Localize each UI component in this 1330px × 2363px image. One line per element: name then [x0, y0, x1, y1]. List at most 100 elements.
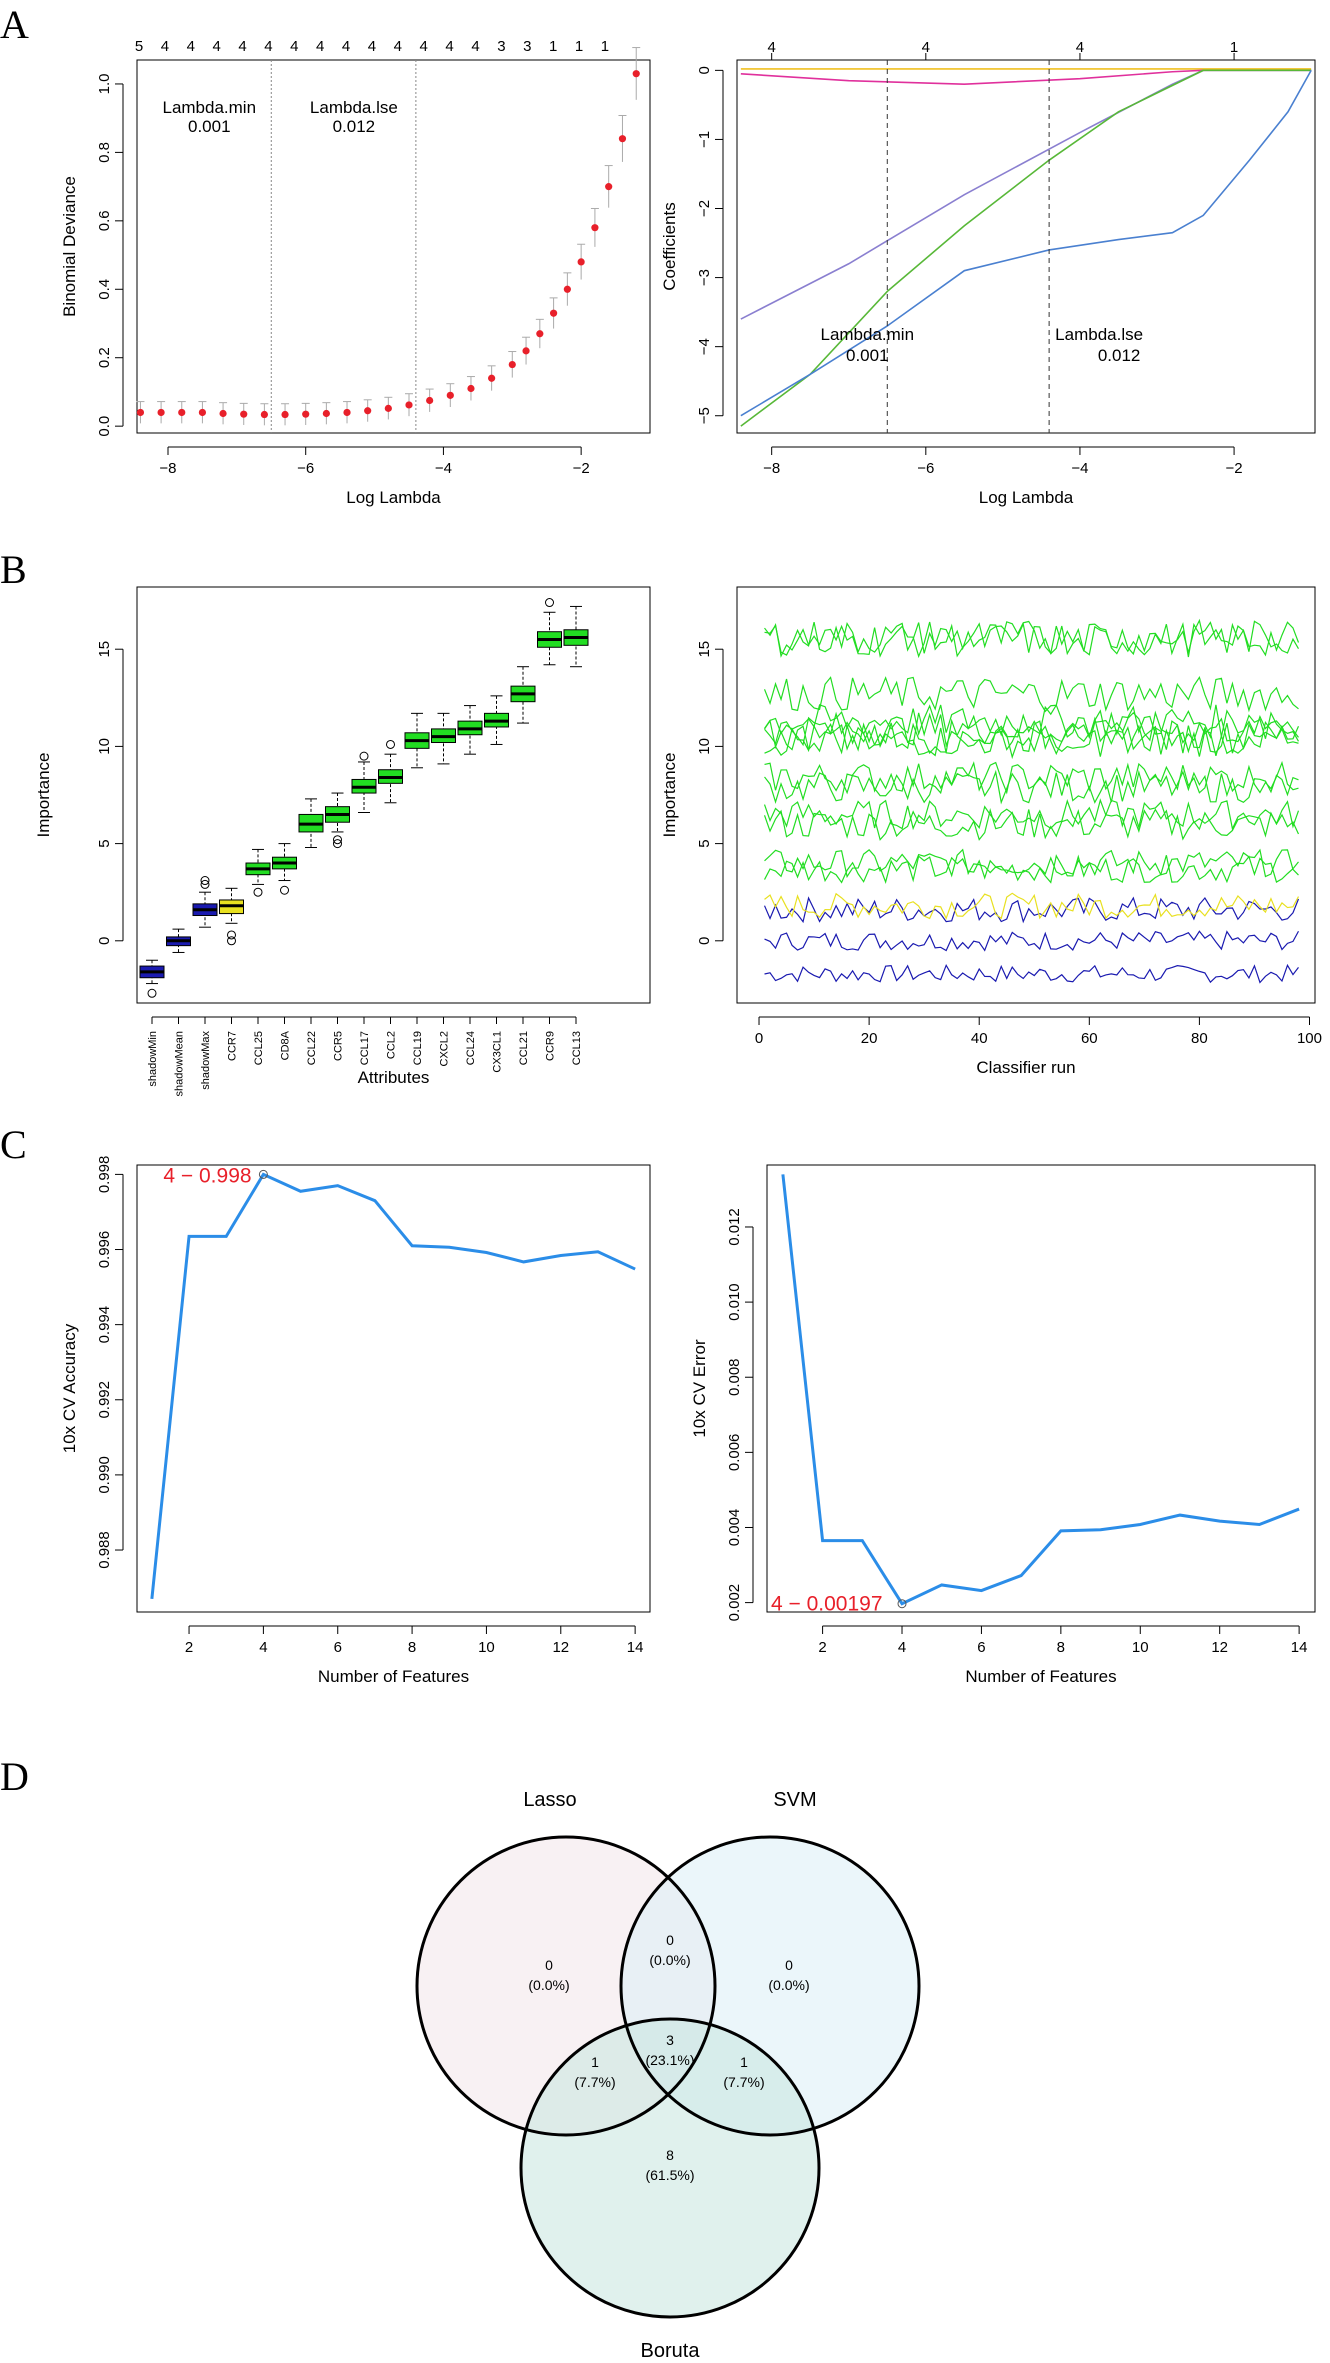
plot-frame: [136, 586, 651, 1004]
y-tick-label: −3: [696, 269, 713, 286]
attribute-label: CCR5: [333, 1031, 345, 1061]
y-tick-label: 15: [696, 641, 713, 658]
deviance-point: [563, 285, 571, 293]
importance-run-line: [763, 854, 1299, 884]
y-tick-label: 0.6: [96, 210, 113, 231]
venn-region-percent: (7.7%): [723, 2074, 764, 2090]
x-tick-label: −2: [1226, 460, 1243, 477]
deviance-point: [260, 410, 268, 419]
box-outlier: [147, 988, 157, 998]
box-outlier: [253, 887, 263, 897]
top-axis-count: 4: [368, 38, 376, 55]
panel-label-b: B: [0, 547, 27, 592]
best-point-label: 4 − 0.00197: [771, 1593, 883, 1616]
x-tick-label: 4: [898, 1639, 906, 1656]
x-axis-title: Classifier run: [976, 1058, 1075, 1077]
deviance-point: [136, 408, 145, 417]
deviance-point: [426, 396, 434, 405]
y-tick-label: 0: [96, 937, 113, 945]
y-tick-label: −1: [696, 131, 713, 148]
deviance-point: [618, 135, 627, 143]
venn-circle: [415, 1835, 717, 2137]
attribute-label: CCL19: [412, 1031, 424, 1065]
deviance-point: [549, 309, 558, 317]
box-outlier: [386, 739, 395, 749]
y-tick-label: 0.006: [726, 1434, 743, 1472]
y-tick-label: 0.012: [726, 1208, 743, 1246]
x-tick-label: 2: [185, 1639, 193, 1656]
importance-run-line: [764, 722, 1300, 760]
y-tick-label: 5: [96, 839, 113, 847]
top-axis-count: 4: [394, 38, 402, 55]
y-tick-label: 0.990: [96, 1456, 113, 1494]
top-axis-count: 1: [1230, 39, 1238, 56]
y-tick-label: 0.988: [96, 1531, 113, 1569]
boruta-importance-boxplot: 0 5 10 15 shadowMin shadowMean shadowMax CCR7 CC…: [34, 586, 651, 1096]
venn-circle: [619, 1835, 921, 2137]
deviance-point: [488, 374, 496, 382]
plot-frame: [736, 586, 1316, 1004]
deviance-point: [536, 330, 544, 338]
venn-region-percent: (7.7%): [574, 2074, 615, 2090]
y-tick-label: 0.994: [96, 1306, 113, 1344]
deviance-point: [508, 360, 516, 369]
venn-region-count: 1: [591, 2054, 599, 2070]
y-tick-label: 0: [696, 937, 713, 945]
box-outlier: [227, 936, 236, 946]
x-tick-label: 12: [552, 1639, 569, 1656]
x-axis-title: Log Lambda: [346, 488, 441, 507]
plot-frame: [766, 1164, 1316, 1613]
y-tick-label: 0.008: [726, 1358, 743, 1396]
attribute-label: CCR9: [545, 1031, 557, 1061]
deviance-point: [198, 408, 207, 417]
attribute-label: shadowMax: [200, 1031, 212, 1090]
x-tick-label: 60: [1081, 1030, 1098, 1047]
x-tick-label: 10: [1132, 1639, 1149, 1656]
importance-run-line: [764, 769, 1299, 805]
top-axis-count: 4: [420, 38, 428, 55]
y-tick-label: 0.2: [96, 347, 113, 368]
y-tick-label: 0: [696, 66, 713, 74]
deviance-point: [605, 183, 613, 191]
boruta-classifier-run-chart: 0 20 40 60 80 100 0 5 10 15 Classifier run Importan…: [660, 586, 1322, 1077]
deviance-point: [302, 410, 310, 418]
x-tick-label: 6: [977, 1639, 985, 1656]
x-tick-label: 10: [478, 1639, 495, 1656]
importance-run-line: [763, 676, 1299, 713]
top-axis-count: 4: [187, 38, 195, 55]
top-axis-count: 4: [316, 38, 324, 55]
top-axis-count: 4: [264, 38, 272, 55]
venn-set-label: Boruta: [641, 2340, 701, 2362]
deviance-point: [219, 409, 227, 418]
y-tick-label: 0.0: [96, 416, 113, 437]
x-axis-title: Attributes: [358, 1068, 430, 1087]
coefficient-path: [740, 69, 1312, 85]
importance-run-line: [764, 718, 1299, 755]
deviance-point: [157, 408, 165, 417]
attribute-label: shadowMean: [174, 1031, 186, 1096]
importance-run-line: [764, 621, 1300, 659]
importance-run-line: [764, 892, 1300, 920]
attribute-label: CCL25: [253, 1031, 265, 1065]
importance-run-line: [764, 618, 1300, 656]
top-axis-count: 4: [768, 39, 776, 56]
deviance-point: [384, 404, 392, 412]
y-tick-label: 0.992: [96, 1381, 113, 1419]
top-axis-count: 4: [1076, 39, 1084, 56]
attribute-label: CCL21: [518, 1031, 530, 1065]
venn-region-count: 0: [545, 1957, 553, 1973]
panel-label-d: D: [0, 1754, 29, 1799]
top-axis-count: 5: [135, 38, 143, 55]
importance-run-line: [764, 760, 1299, 795]
y-tick-label: −5: [696, 407, 713, 424]
venn-region-count: 0: [666, 1932, 674, 1948]
top-axis-count: 4: [342, 38, 350, 55]
lambda-value: 0.012: [1098, 346, 1141, 365]
y-axis-title: Coefficients: [660, 202, 679, 291]
top-axis-count: 1: [549, 38, 557, 55]
x-tick-label: 14: [1291, 1639, 1308, 1656]
x-tick-label: 40: [971, 1030, 988, 1047]
x-tick-label: 80: [1191, 1030, 1208, 1047]
lasso-cv-deviance-chart: −8 −6 −4 −2 0.0 0.2 0.4 0.6 0.8 1.0 Log Lambda Bino…: [60, 38, 651, 507]
venn-diagram: Lasso SVM Boruta 0 (0.0%) 0 (0.0%) 0 (0.0%) 1 (7.7…: [415, 1789, 921, 2362]
